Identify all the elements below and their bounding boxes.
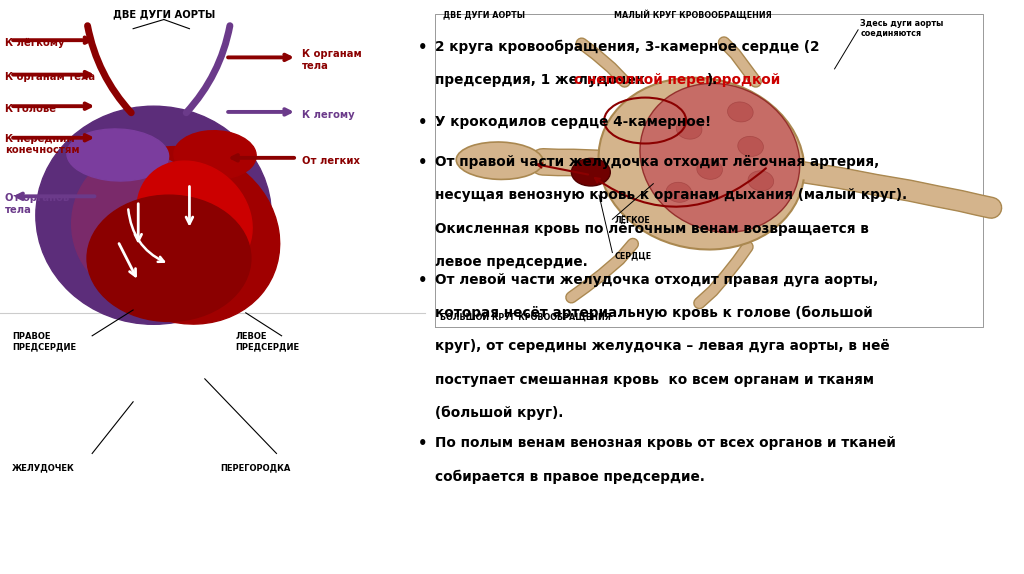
Text: левое предсердие.: левое предсердие. bbox=[435, 255, 588, 269]
Ellipse shape bbox=[67, 129, 169, 181]
Text: с неполной перегородкой: с неполной перегородкой bbox=[574, 73, 780, 87]
Text: •: • bbox=[418, 40, 427, 55]
Text: ПЕРЕГОРОДКА: ПЕРЕГОРОДКА bbox=[220, 463, 291, 472]
Text: предсердия, 1 желудочек: предсердия, 1 желудочек bbox=[435, 73, 650, 87]
Text: У крокодилов сердце 4-камерное!: У крокодилов сердце 4-камерное! bbox=[435, 115, 712, 129]
Text: Здесь дуги аорты
соединяются: Здесь дуги аорты соединяются bbox=[860, 19, 943, 38]
Ellipse shape bbox=[89, 146, 280, 324]
Ellipse shape bbox=[676, 119, 702, 139]
Text: собирается в правое предсердие.: собирается в правое предсердие. bbox=[435, 470, 706, 484]
Text: От органов
тела: От органов тела bbox=[5, 193, 70, 215]
Text: БОЛЬШОЙ КРУГ КРОВООБРАЩЕНИЯ: БОЛЬШОЙ КРУГ КРОВООБРАЩЕНИЯ bbox=[440, 312, 611, 322]
Text: По полым венам венозная кровь от всех органов и тканей: По полым венам венозная кровь от всех ор… bbox=[435, 436, 896, 450]
Text: которая несёт артериальную кровь к голове (большой: которая несёт артериальную кровь к голов… bbox=[435, 306, 872, 320]
Text: ЖЕЛУДОЧЕК: ЖЕЛУДОЧЕК bbox=[12, 463, 75, 472]
Text: (большой круг).: (большой круг). bbox=[435, 406, 563, 420]
Ellipse shape bbox=[696, 160, 723, 179]
Ellipse shape bbox=[571, 158, 610, 186]
Ellipse shape bbox=[174, 131, 256, 179]
Text: К передним
конечностям: К передним конечностям bbox=[5, 134, 80, 156]
Text: 2 круга кровообращения, 3-камерное сердце (2: 2 круга кровообращения, 3-камерное сердц… bbox=[435, 40, 819, 55]
Text: Окисленная кровь по лёгочным венам возвращается в: Окисленная кровь по лёгочным венам возвр… bbox=[435, 222, 869, 235]
Text: К органам
тела: К органам тела bbox=[302, 49, 361, 71]
Text: От правой части желудочка отходит лёгочная артерия,: От правой части желудочка отходит лёгочн… bbox=[435, 155, 880, 169]
Text: •: • bbox=[418, 155, 427, 170]
Text: круг), от середины желудочка – левая дуга аорты, в неё: круг), от середины желудочка – левая дуг… bbox=[435, 339, 890, 353]
Text: ЛЁГКОЕ: ЛЁГКОЕ bbox=[614, 216, 650, 226]
Text: ).: ). bbox=[708, 73, 719, 87]
Ellipse shape bbox=[599, 77, 804, 250]
Ellipse shape bbox=[748, 171, 774, 191]
Text: •: • bbox=[418, 115, 427, 130]
Text: ДВЕ ДУГИ АОРТЫ: ДВЕ ДУГИ АОРТЫ bbox=[113, 9, 215, 20]
Ellipse shape bbox=[457, 142, 543, 180]
Ellipse shape bbox=[36, 106, 271, 324]
Text: •: • bbox=[418, 436, 427, 451]
Ellipse shape bbox=[87, 195, 251, 321]
Ellipse shape bbox=[727, 102, 754, 122]
Ellipse shape bbox=[666, 183, 692, 202]
Text: От левой части желудочка отходит правая дуга аорты,: От левой части желудочка отходит правая … bbox=[435, 273, 879, 286]
Text: ПРАВОЕ
ПРЕДСЕРДИЕ: ПРАВОЕ ПРЕДСЕРДИЕ bbox=[12, 332, 77, 351]
Text: МАЛЫЙ КРУГ КРОВООБРАЩЕНИЯ: МАЛЫЙ КРУГ КРОВООБРАЩЕНИЯ bbox=[614, 9, 772, 20]
Text: От легких: От легких bbox=[302, 156, 360, 166]
Text: К лёгкому: К лёгкому bbox=[5, 38, 65, 48]
Ellipse shape bbox=[72, 152, 205, 296]
Ellipse shape bbox=[137, 161, 252, 275]
Text: К голове: К голове bbox=[5, 104, 56, 114]
Text: поступает смешанная кровь  ко всем органам и тканям: поступает смешанная кровь ко всем органа… bbox=[435, 373, 874, 386]
Text: К легому: К легому bbox=[302, 110, 354, 120]
Ellipse shape bbox=[737, 137, 764, 156]
Text: ЛЕВОЕ
ПРЕДСЕРДИЕ: ЛЕВОЕ ПРЕДСЕРДИЕ bbox=[236, 332, 300, 351]
Text: К органам тела: К органам тела bbox=[5, 72, 95, 83]
Text: несущая венозную кровь к органам дыхания (малый круг).: несущая венозную кровь к органам дыхания… bbox=[435, 188, 907, 202]
Text: ДВЕ ДУГИ АОРТЫ: ДВЕ ДУГИ АОРТЫ bbox=[443, 10, 525, 19]
Text: СЕРДЦЕ: СЕРДЦЕ bbox=[614, 251, 651, 260]
Ellipse shape bbox=[640, 83, 800, 232]
Text: •: • bbox=[418, 273, 427, 288]
